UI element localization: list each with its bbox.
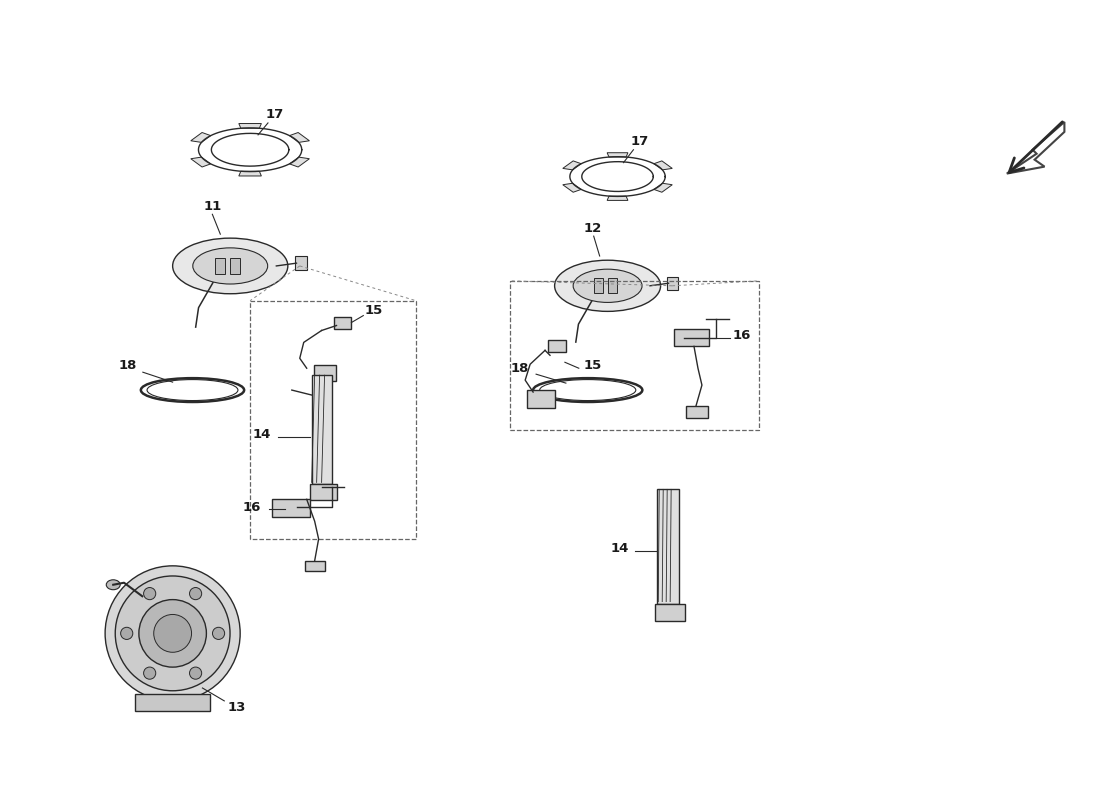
Ellipse shape — [107, 580, 120, 590]
Circle shape — [144, 667, 156, 679]
Circle shape — [189, 667, 201, 679]
Bar — [658, 490, 679, 603]
Text: 11: 11 — [204, 200, 221, 213]
Polygon shape — [607, 153, 628, 157]
Circle shape — [212, 627, 224, 639]
Bar — [607, 278, 617, 294]
Bar — [310, 485, 338, 500]
Bar — [230, 258, 240, 274]
Circle shape — [121, 627, 133, 639]
Polygon shape — [607, 196, 628, 201]
Bar — [656, 603, 685, 622]
Polygon shape — [239, 123, 262, 128]
Circle shape — [116, 576, 230, 690]
Text: 18: 18 — [512, 362, 529, 374]
Circle shape — [139, 600, 207, 667]
Polygon shape — [1006, 122, 1065, 174]
Bar — [667, 277, 678, 290]
Ellipse shape — [173, 238, 288, 294]
Bar — [250, 301, 416, 539]
Text: 14: 14 — [253, 428, 272, 442]
Bar — [674, 329, 708, 346]
Bar — [686, 406, 708, 418]
Text: 13: 13 — [228, 702, 246, 714]
Bar — [594, 278, 603, 294]
Polygon shape — [190, 157, 211, 167]
Bar — [295, 256, 307, 270]
Bar — [305, 561, 324, 571]
Text: 14: 14 — [610, 542, 629, 555]
Ellipse shape — [554, 260, 661, 311]
Ellipse shape — [192, 248, 267, 284]
Text: 15: 15 — [584, 358, 602, 372]
Bar — [216, 258, 225, 274]
Polygon shape — [190, 133, 211, 142]
Bar — [548, 341, 565, 352]
Ellipse shape — [573, 269, 642, 302]
Text: 17: 17 — [630, 135, 649, 148]
Bar — [333, 317, 351, 329]
Text: 16: 16 — [733, 329, 751, 342]
Text: 12: 12 — [584, 222, 602, 234]
Polygon shape — [653, 183, 672, 192]
Bar — [311, 375, 331, 485]
Bar — [527, 390, 556, 408]
Text: 16: 16 — [243, 501, 262, 514]
Polygon shape — [289, 133, 309, 142]
Circle shape — [154, 614, 191, 652]
Polygon shape — [239, 171, 262, 176]
Circle shape — [106, 566, 240, 701]
Bar — [510, 281, 759, 430]
Polygon shape — [563, 161, 581, 170]
Polygon shape — [653, 161, 672, 170]
Text: 18: 18 — [119, 358, 138, 372]
Circle shape — [189, 587, 201, 600]
Text: 15: 15 — [364, 304, 383, 317]
Polygon shape — [563, 183, 581, 192]
Bar — [135, 694, 210, 711]
Polygon shape — [289, 157, 309, 167]
Bar — [272, 499, 310, 517]
Circle shape — [144, 587, 156, 600]
Bar — [314, 366, 336, 381]
Text: 17: 17 — [266, 109, 284, 122]
